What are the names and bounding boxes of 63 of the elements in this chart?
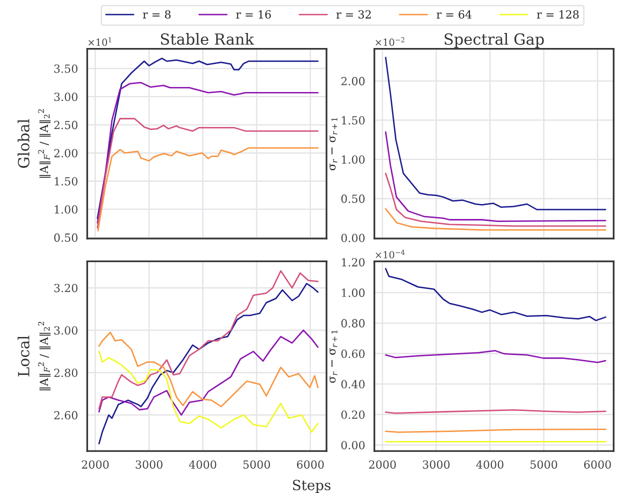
line-series (98, 282, 319, 444)
x-tick-label: 3000 (136, 460, 162, 469)
x-tick-label: 4000 (189, 460, 216, 469)
y-tick-label: 3.00 (54, 326, 78, 335)
text: ×10$^{−4}$ (376, 250, 405, 258)
legend-label: r = 32 (336, 10, 371, 19)
text: ×10$^{1}$ (88, 37, 112, 46)
x-tick-label: 6000 (584, 460, 611, 469)
y-tick-label: 0.60 (341, 350, 365, 358)
y-axis-title: σ$_{r}$ − σ$_{r+1}$ (330, 330, 338, 383)
line-series (97, 147, 319, 232)
y-tick-label: 3.00 (54, 92, 78, 102)
y-tick-label: 3.50 (54, 64, 78, 73)
text: Global (18, 119, 30, 168)
y-axis-title: σ$_{r}$ − σ$_{r+1}$ (330, 118, 338, 170)
x-tick-label: 3000 (422, 460, 450, 469)
legend-label: r = 128 (536, 10, 579, 19)
line-series (384, 208, 606, 231)
y-tick-label: 1.50 (54, 177, 78, 186)
y-tick-label: 0.00 (341, 234, 365, 242)
line-series (98, 350, 319, 433)
text: Local (18, 336, 30, 376)
x-tick-label: 5000 (243, 460, 270, 469)
y-tick-label: 2.50 (54, 120, 78, 130)
y-axis-title: ‖A‖$_{F}$$^{2}$ / ‖A‖$_{2}$$^{2}$ (38, 109, 51, 178)
y-tick-label: 0.20 (341, 410, 365, 419)
y-tick-label: 0.50 (54, 233, 78, 242)
line-series (384, 350, 606, 364)
y-axis-title: ‖A‖$_{F}$$^{2}$ / ‖A‖$_{2}$$^{2}$ (38, 322, 51, 390)
y-tick-label: 2.00 (341, 76, 365, 86)
x-tick-label: 5000 (530, 460, 558, 469)
line-series (384, 56, 606, 210)
y-tick-label: 3.20 (54, 284, 78, 292)
x-tick-label: 2000 (82, 460, 109, 469)
y-tick-label: 2.80 (54, 368, 78, 378)
text: ×10$^{−2}$ (376, 37, 404, 46)
y-tick-label: 1.50 (342, 116, 365, 125)
line-series (384, 131, 606, 222)
chart-title: Spectral Gap (444, 33, 544, 48)
y-tick-label: 1.00 (342, 155, 365, 164)
line-series (96, 118, 319, 229)
line-series (96, 82, 319, 224)
line-series (98, 270, 319, 410)
chart-title: Stable Rank (160, 33, 254, 45)
y-tick-label: 0.40 (341, 380, 365, 388)
y-tick-label: 0.80 (341, 319, 365, 328)
y-tick-label: 1.00 (342, 288, 365, 297)
x-tick-label: 6000 (296, 460, 324, 469)
line-series (384, 268, 606, 322)
y-tick-label: 0.50 (341, 194, 365, 203)
y-tick-label: 1.20 (342, 258, 365, 266)
y-tick-label: 2.00 (54, 148, 78, 158)
line-series (384, 172, 606, 227)
legend-label: r = 64 (436, 10, 472, 19)
y-tick-label: 1.00 (54, 205, 78, 214)
legend-label: r = 8 (142, 10, 171, 19)
y-tick-label: 0.00 (341, 440, 365, 450)
x-axis-title: Steps (293, 480, 330, 493)
x-tick-label: 2000 (369, 460, 396, 469)
line-series (96, 58, 319, 219)
y-tick-label: 2.60 (54, 411, 78, 420)
legend-label: r = 16 (236, 10, 271, 19)
x-tick-label: 4000 (476, 460, 504, 469)
